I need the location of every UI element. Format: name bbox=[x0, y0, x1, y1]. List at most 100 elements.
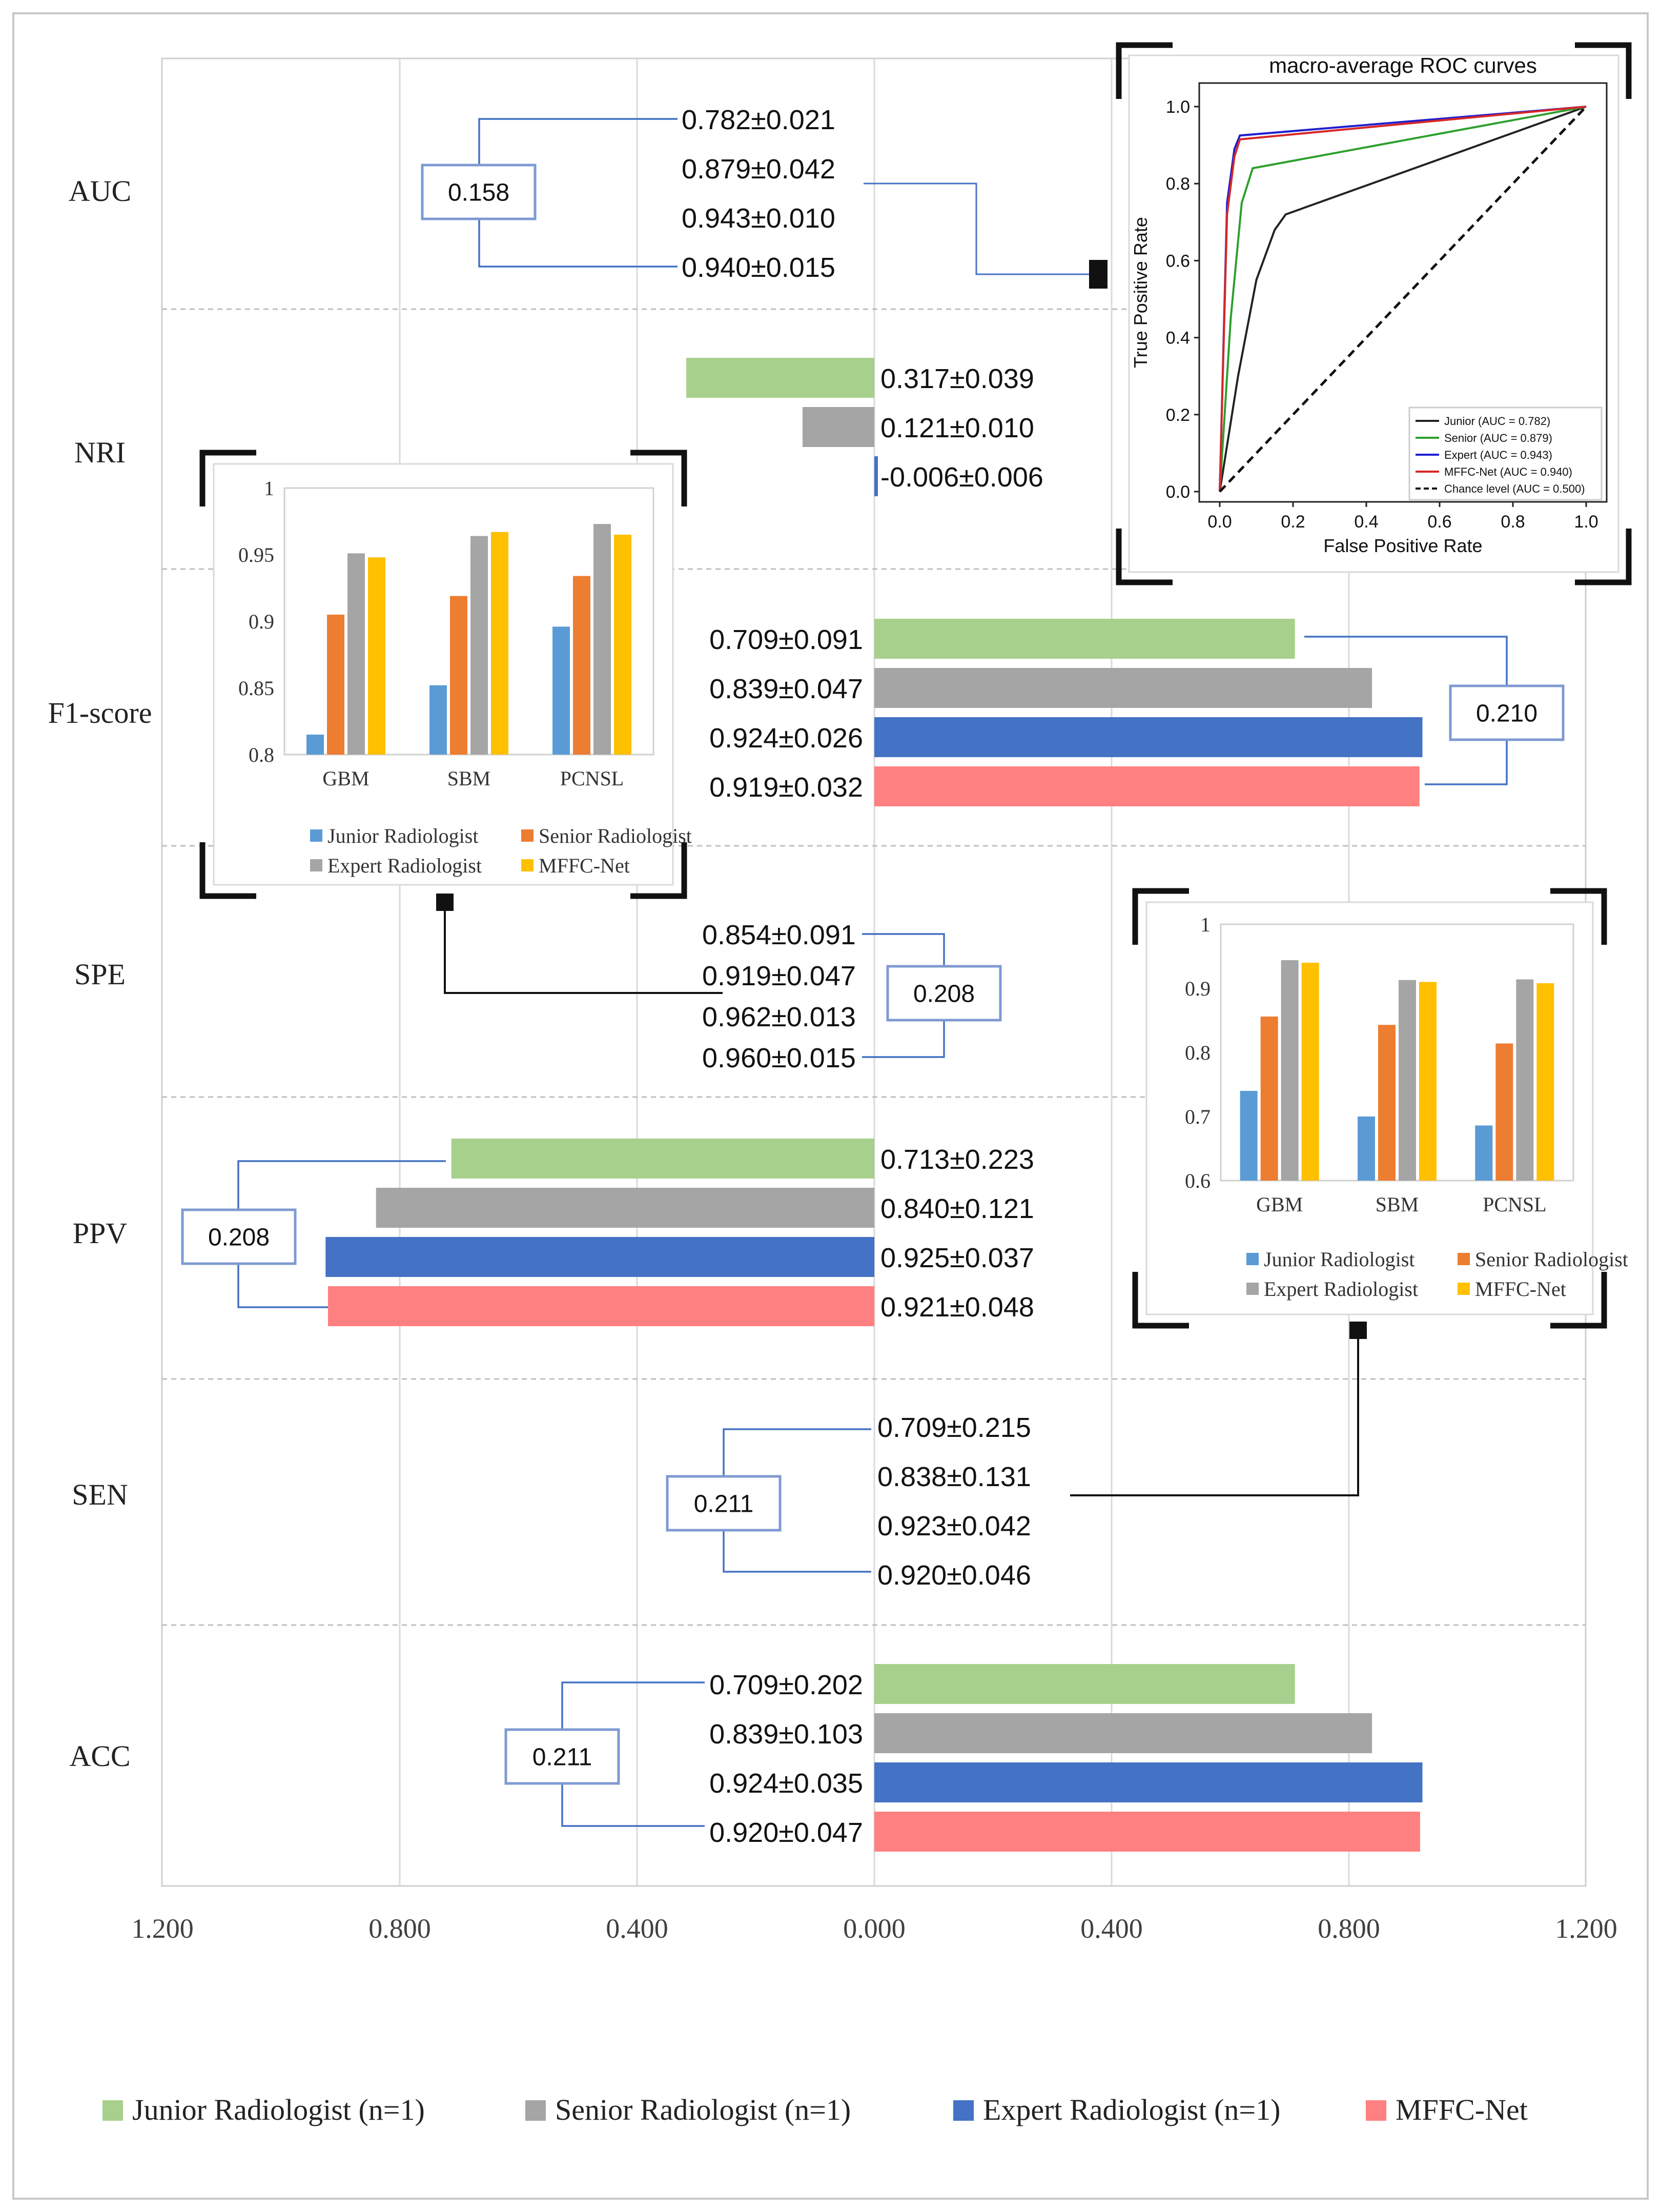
inset-bar bbox=[1358, 1117, 1375, 1181]
corner-bracket bbox=[1132, 888, 1189, 945]
value-label: 0.839±0.047 bbox=[709, 674, 863, 704]
bar bbox=[874, 1713, 1372, 1753]
value-label: 0.921±0.048 bbox=[880, 1292, 1034, 1323]
inset-y-tick: 1 bbox=[1200, 913, 1211, 936]
inset-y-tick: 0.6 bbox=[1185, 1169, 1211, 1192]
legend-label: Expert Radiologist (n=1) bbox=[983, 2093, 1280, 2126]
inset-bar bbox=[1240, 1091, 1258, 1181]
roc-y-tick: 0.2 bbox=[1166, 405, 1190, 425]
x-axis-ticks: 1.200 0.800 0.400 0.000 0.400 0.800 1.200 bbox=[131, 1913, 1617, 1944]
inset-x-tick: SBM bbox=[1376, 1193, 1419, 1216]
inset-y-tick: 0.95 bbox=[238, 543, 274, 566]
inset-bar bbox=[1281, 960, 1299, 1181]
inset-legend-swatch bbox=[1246, 1253, 1259, 1265]
metric-label-acc: ACC bbox=[69, 1739, 130, 1773]
corner-bracket bbox=[1550, 888, 1607, 945]
value-label: 0.962±0.013 bbox=[702, 1002, 856, 1032]
inset-y-tick: 0.7 bbox=[1185, 1105, 1211, 1128]
connector-line bbox=[864, 182, 1089, 275]
bars bbox=[325, 358, 1423, 1852]
inset-bar bbox=[614, 535, 631, 755]
connector-marker bbox=[1089, 260, 1108, 289]
bracket-value: 0.208 bbox=[913, 981, 975, 1008]
inset-legend-swatch bbox=[521, 829, 534, 842]
inset-legend-swatch bbox=[310, 829, 322, 842]
bar bbox=[874, 1812, 1420, 1852]
roc-y-tick: 0.6 bbox=[1166, 251, 1190, 271]
bar bbox=[874, 717, 1423, 757]
bar bbox=[327, 1286, 874, 1326]
inset-plot-area bbox=[283, 487, 654, 756]
connector-marker bbox=[1349, 1322, 1367, 1339]
legend-label: Senior Radiologist (n=1) bbox=[555, 2093, 851, 2126]
bar bbox=[874, 619, 1295, 659]
x-tick-label: 0.800 bbox=[1318, 1913, 1380, 1944]
bar bbox=[874, 766, 1420, 806]
inset-bar bbox=[1301, 963, 1319, 1181]
bar bbox=[874, 668, 1372, 708]
corner-bracket bbox=[1550, 1272, 1607, 1329]
inset-legend-label: MFFC-Net bbox=[1475, 1277, 1566, 1301]
inset-y-tick: 0.8 bbox=[1185, 1041, 1211, 1064]
inset-legend-swatch bbox=[521, 859, 534, 871]
bracket-box bbox=[421, 164, 537, 220]
corner-bracket bbox=[199, 842, 256, 899]
roc-x-tick: 1.0 bbox=[1574, 512, 1598, 532]
roc-legend-label: MFFC-Net (AUC = 0.940) bbox=[1444, 465, 1572, 478]
roc-curve bbox=[1219, 106, 1587, 493]
corner-bracket bbox=[630, 842, 687, 899]
roc-x-tick: 0.8 bbox=[1501, 512, 1525, 532]
bracket-box bbox=[666, 1475, 782, 1532]
value-labels: 0.782±0.021 0.879±0.042 0.943±0.010 0.940±0… bbox=[682, 105, 1043, 1848]
roc-legend-label: Chance level (AUC = 0.500) bbox=[1444, 482, 1585, 495]
inset-bar bbox=[347, 553, 365, 755]
value-label: 0.709±0.202 bbox=[709, 1670, 863, 1700]
inset-roc: macro-average ROC curves 0.0 0.0 0.2 0.2 0.4 0… bbox=[1116, 42, 1632, 585]
inset-bar bbox=[1495, 1043, 1513, 1181]
roc-y-tick: 0.4 bbox=[1166, 329, 1190, 348]
bracket-box bbox=[1449, 684, 1565, 741]
legend-swatch bbox=[953, 2100, 974, 2121]
bar bbox=[802, 407, 874, 447]
value-label: 0.923±0.042 bbox=[877, 1511, 1031, 1541]
inset-legend-swatch bbox=[1458, 1283, 1470, 1295]
inset-legend-label: Senior Radiologist bbox=[539, 824, 692, 847]
main-chart: 0.782±0.021 0.879±0.042 0.943±0.010 0.940±0… bbox=[48, 57, 1617, 2126]
roc-y-tick: 1.0 bbox=[1166, 97, 1190, 117]
x-tick-label: 0.000 bbox=[843, 1913, 906, 1944]
value-label: 0.840±0.121 bbox=[880, 1193, 1034, 1224]
inset-legend-label: MFFC-Net bbox=[539, 854, 630, 877]
inset-bar bbox=[429, 685, 447, 755]
legend-swatch bbox=[525, 2100, 546, 2121]
inset-bar bbox=[1536, 983, 1554, 1181]
inset-legend-swatch bbox=[1246, 1283, 1259, 1295]
value-label: 0.839±0.103 bbox=[709, 1719, 863, 1750]
inset-y-tick: 0.8 bbox=[249, 743, 274, 766]
roc-x-tick: 0.6 bbox=[1427, 512, 1451, 532]
inset-bar bbox=[1378, 1025, 1396, 1181]
value-label: 0.709±0.215 bbox=[877, 1412, 1031, 1443]
metric-label-nri: NRI bbox=[74, 436, 126, 469]
bracket-value: 0.211 bbox=[532, 1744, 592, 1771]
inset-legend-swatch bbox=[1458, 1253, 1470, 1265]
value-label: 0.919±0.032 bbox=[709, 772, 863, 803]
corner-bracket bbox=[1575, 42, 1632, 99]
inset-y-tick: 0.9 bbox=[249, 610, 274, 633]
bar bbox=[451, 1139, 874, 1179]
corner-bracket bbox=[630, 450, 687, 506]
inset-x-tick: PCNSL bbox=[560, 767, 624, 790]
corner-bracket bbox=[1575, 529, 1632, 585]
x-tick-label: 1.200 bbox=[1555, 1913, 1617, 1944]
value-label: 0.317±0.039 bbox=[880, 363, 1034, 394]
inset-y-tick: 1 bbox=[264, 477, 274, 500]
inset-plot-area bbox=[1220, 923, 1574, 1182]
value-label: 0.943±0.010 bbox=[682, 203, 835, 234]
value-label: -0.006±0.006 bbox=[880, 462, 1043, 493]
outer-frame bbox=[12, 12, 1649, 2200]
bracket-value: 0.210 bbox=[1476, 700, 1537, 727]
inset-bar bbox=[552, 626, 570, 755]
roc-x-tick: 0.2 bbox=[1281, 512, 1305, 532]
inset-x-tick: PCNSL bbox=[1483, 1193, 1547, 1216]
metric-label-sen: SEN bbox=[72, 1478, 128, 1511]
inset-bar bbox=[1419, 982, 1437, 1181]
